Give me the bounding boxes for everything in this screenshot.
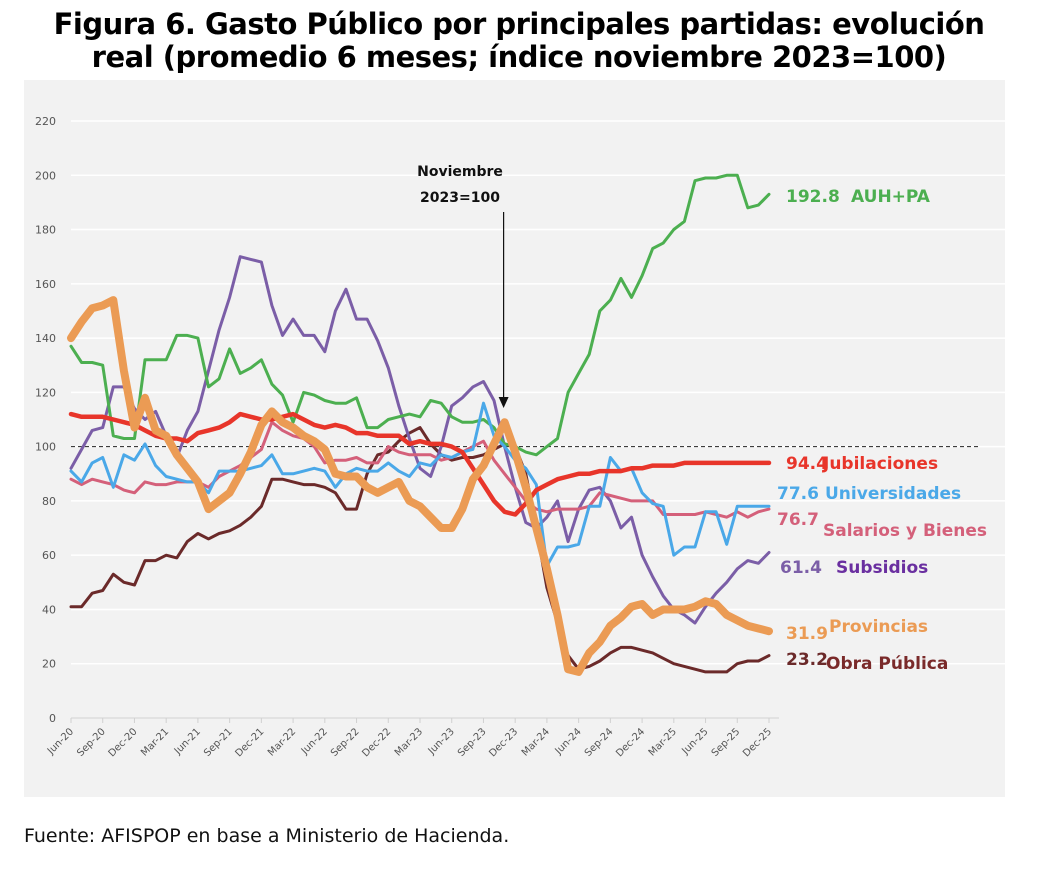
- y-tick-label: 120: [35, 386, 56, 399]
- end-value-jubilaciones: 94.4: [786, 454, 828, 474]
- source-note: Fuente: AFISPOP en base a Ministerio de …: [24, 825, 510, 847]
- series-line-subsidios: [69, 255, 771, 625]
- x-tick-label: Dec-21: [233, 726, 266, 759]
- x-tick-label: Mar-22: [266, 726, 298, 758]
- y-tick-label: 80: [42, 495, 56, 508]
- x-tick-label: Jun-21: [172, 726, 203, 757]
- y-tick-label: 140: [35, 332, 56, 345]
- end-value-salarios-y-bienes: 76.7: [777, 510, 819, 530]
- series-line-obra-p-blica: [69, 426, 771, 674]
- x-tick-label: Sep-24: [583, 726, 616, 759]
- chart-title-line-1: Figura 6. Gasto Público por principales …: [53, 7, 985, 41]
- x-tick-label: Mar-21: [139, 726, 171, 758]
- y-tick-label: 160: [35, 278, 56, 291]
- y-tick-label: 20: [42, 658, 56, 671]
- x-tick-label: Sep-21: [202, 726, 235, 759]
- x-tick-label: Jun-25: [680, 726, 711, 757]
- x-tick-label: Sep-22: [329, 726, 362, 759]
- end-value-provincias: 31.9: [786, 624, 828, 644]
- end-label-provincias: Provincias: [829, 617, 928, 637]
- x-tick-label: Mar-23: [393, 726, 425, 758]
- x-tick-label: Dec-22: [360, 726, 393, 759]
- x-tick-label: Dec-25: [741, 726, 774, 759]
- y-tick-label: 0: [49, 712, 56, 725]
- chart-title-line-2: real (promedio 6 meses; índice noviembre…: [91, 40, 947, 74]
- end-label-auh-pa: AUH+PA: [851, 187, 931, 207]
- chart-title: Figura 6. Gasto Público por principales …: [0, 8, 1038, 74]
- x-tick-label: Mar-25: [647, 726, 679, 758]
- end-label-universidades: Universidades: [825, 484, 961, 504]
- y-axis-ticks: 0 20 40 60 80 100 120 140 160 180 200 220: [35, 115, 56, 725]
- y-tick-label: 220: [35, 115, 56, 128]
- x-tick-label: Jun-20: [45, 726, 76, 757]
- end-value-obra-p-blica: 23.2: [786, 650, 828, 670]
- x-tick-label: Sep-25: [710, 726, 743, 759]
- x-tick-label: Jun-23: [426, 726, 457, 757]
- y-tick-label: 180: [35, 224, 56, 237]
- series-line-provincias: [67, 296, 773, 676]
- end-value-subsidios: 61.4: [780, 558, 822, 578]
- end-label-jubilaciones: Jubilaciones: [822, 454, 938, 474]
- annotation-noviembre-2023: Noviembre 2023=100: [417, 164, 509, 408]
- x-tick-label: Sep-23: [456, 726, 489, 759]
- end-label-subsidios: Subsidios: [836, 558, 928, 578]
- series-line-auh-pa: [69, 173, 771, 457]
- series-line-universidades: [69, 401, 771, 568]
- x-tick-label: Dec-20: [107, 726, 140, 759]
- y-tick-label: 60: [42, 549, 56, 562]
- annotation-line-1: Noviembre: [417, 164, 503, 180]
- end-label-salarios-y-bienes: Salarios y Bienes: [823, 521, 987, 541]
- annotation-arrow-head: [498, 397, 509, 408]
- x-tick-label: Jun-24: [553, 726, 584, 757]
- x-tick-label: Jun-22: [299, 726, 330, 757]
- end-value-universidades: 77.6: [777, 484, 819, 504]
- x-tick-label: Sep-20: [75, 726, 108, 759]
- y-tick-label: 100: [35, 441, 56, 454]
- series-lines: [67, 173, 773, 676]
- x-tick-label: Dec-24: [614, 726, 647, 759]
- x-tick-label: Dec-23: [487, 726, 520, 759]
- x-tick-label: Mar-24: [520, 726, 552, 758]
- y-tick-label: 40: [42, 603, 56, 616]
- end-label-obra-p-blica: Obra Pública: [826, 654, 948, 674]
- end-value-auh-pa: 192.8: [786, 187, 840, 207]
- y-tick-label: 200: [35, 169, 56, 182]
- series-line-jubilaciones: [68, 411, 772, 517]
- annotation-line-2: 2023=100: [420, 190, 500, 206]
